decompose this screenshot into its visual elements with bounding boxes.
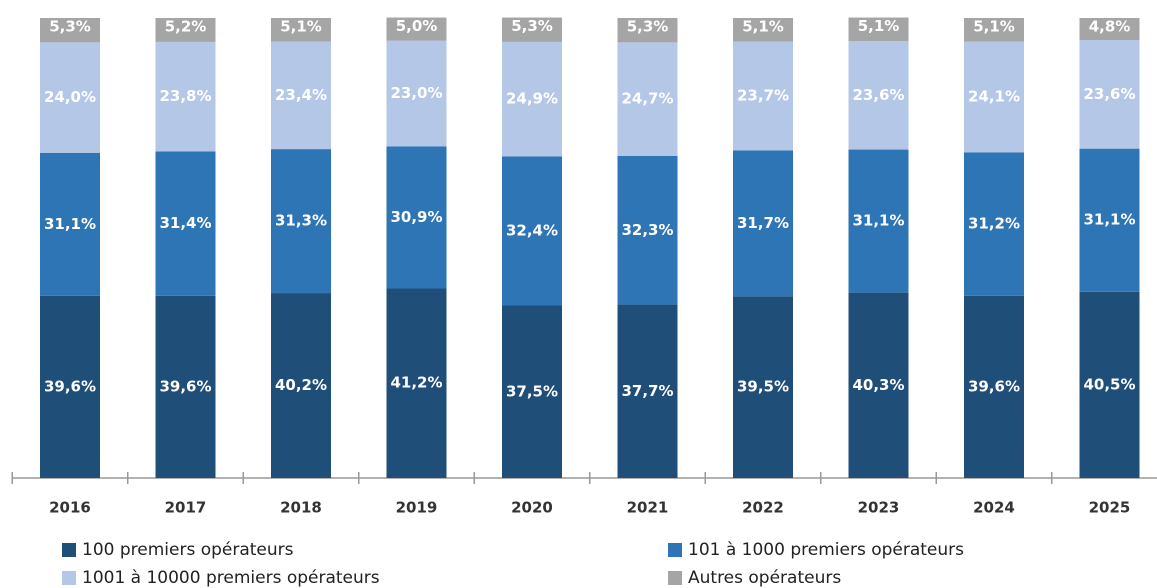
bar-segment [733, 18, 793, 42]
bar-segment [848, 149, 909, 293]
legend-label: 1001 à 10000 premiers opérateurs [82, 568, 380, 588]
data-label: 37,5% [506, 382, 558, 400]
bar-segment [502, 17, 562, 42]
legend-label: 100 premiers opérateurs [82, 540, 294, 560]
bar-segment [155, 41, 216, 152]
bar-segment [40, 18, 100, 43]
data-label: 23,6% [852, 86, 904, 104]
data-label: 31,1% [1083, 211, 1135, 229]
data-label: 39,6% [968, 377, 1020, 395]
bar-segment [1079, 18, 1140, 41]
data-label: 23,6% [1083, 85, 1135, 103]
data-label: 24,1% [968, 87, 1020, 105]
legend-swatch [62, 543, 76, 557]
data-label: 23,0% [390, 84, 442, 102]
data-label: 31,4% [159, 214, 211, 232]
data-label: 37,7% [621, 382, 673, 400]
legend-swatch [668, 543, 682, 557]
bar-segment [617, 18, 678, 43]
legend-swatch [62, 571, 76, 585]
data-label: 32,4% [506, 221, 558, 239]
bar-segment [271, 149, 331, 294]
bar-segment [1079, 40, 1140, 149]
bar-segment [964, 295, 1024, 478]
bar-segment [964, 18, 1024, 42]
data-label: 5,0% [396, 17, 438, 35]
bar-segment [155, 18, 216, 42]
bar-segment [502, 41, 562, 157]
data-label: 23,4% [275, 86, 327, 104]
data-label: 24,7% [621, 90, 673, 108]
bar-segment [848, 17, 909, 41]
data-label: 31,3% [275, 212, 327, 230]
data-label: 40,3% [852, 376, 904, 394]
data-label: 5,1% [280, 18, 322, 36]
data-label: 40,2% [275, 376, 327, 394]
x-tick-label: 2025 [1089, 499, 1131, 517]
bar-segment [271, 293, 331, 478]
data-label: 24,9% [506, 90, 558, 108]
legend-swatch [668, 571, 682, 585]
bar-segment [733, 150, 793, 297]
bar-segment [964, 152, 1024, 296]
data-label: 4,8% [1089, 18, 1131, 36]
x-tick-label: 2019 [396, 499, 438, 517]
data-label: 41,2% [390, 374, 442, 392]
data-label: 39,6% [44, 377, 96, 395]
bar-segment [155, 295, 216, 478]
bar-segment [848, 41, 909, 150]
bar-segment [1079, 291, 1140, 478]
legend-label: 101 à 1000 premiers opérateurs [688, 540, 964, 560]
bar-segment [733, 41, 793, 151]
bar-segment [271, 18, 331, 42]
x-tick-label: 2022 [742, 499, 784, 517]
bar-segment [40, 295, 100, 478]
bar-segment [848, 292, 909, 478]
bar-segment [271, 41, 331, 150]
bar-segment [617, 42, 678, 156]
bar-segment [502, 305, 562, 478]
data-label: 5,1% [858, 17, 900, 35]
data-label: 31,1% [44, 215, 96, 233]
data-label: 39,6% [159, 377, 211, 395]
x-tick-label: 2020 [511, 499, 553, 517]
data-label: 23,7% [737, 86, 789, 104]
bar-segment [733, 296, 793, 478]
x-tick-label: 2021 [627, 499, 669, 517]
bar-segment [386, 146, 447, 289]
data-label: 5,1% [973, 18, 1015, 36]
bar-segment [502, 156, 562, 306]
data-label: 5,3% [627, 18, 669, 36]
bar-segment [386, 288, 447, 478]
bar-segment [155, 151, 216, 296]
data-label: 5,3% [511, 17, 553, 35]
data-label: 5,3% [49, 18, 91, 36]
bar-segment [386, 17, 447, 41]
x-tick-label: 2023 [858, 499, 900, 517]
legend-label: Autres opérateurs [688, 568, 841, 588]
bar-segment [40, 152, 100, 296]
bar-segment [40, 42, 100, 153]
bar-segment [617, 156, 678, 305]
data-label: 24,0% [44, 88, 96, 106]
bar-segment [964, 41, 1024, 153]
data-label: 5,2% [165, 18, 207, 36]
x-tick-label: 2018 [280, 499, 322, 517]
data-label: 39,5% [737, 378, 789, 396]
data-label: 30,9% [390, 208, 442, 226]
data-label: 31,1% [852, 212, 904, 230]
x-tick-label: 2017 [165, 499, 207, 517]
x-tick-label: 2016 [49, 499, 91, 517]
x-tick-label: 2024 [973, 499, 1015, 517]
bar-segment [386, 40, 447, 147]
data-label: 31,7% [737, 214, 789, 232]
data-label: 32,3% [621, 221, 673, 239]
data-label: 5,1% [742, 18, 784, 36]
bar-segment [617, 304, 678, 478]
bar-segment [1079, 148, 1140, 292]
data-label: 40,5% [1083, 375, 1135, 393]
data-label: 31,2% [968, 215, 1020, 233]
data-label: 23,8% [159, 87, 211, 105]
